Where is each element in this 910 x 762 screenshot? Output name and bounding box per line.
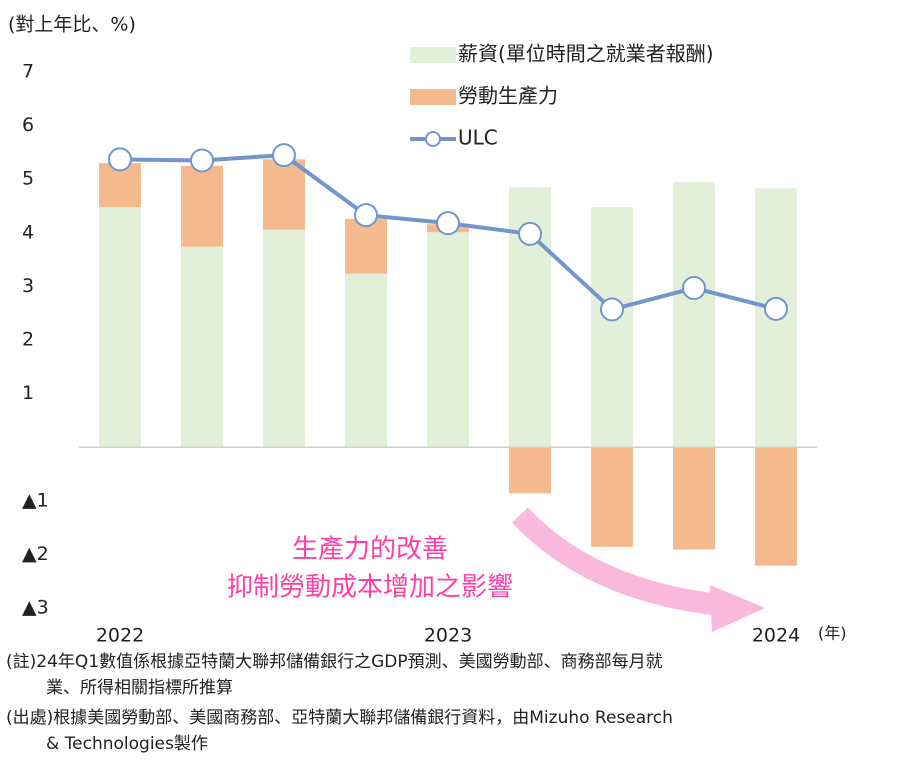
legend-label: ULC <box>458 126 498 150</box>
marker <box>600 297 624 322</box>
marker <box>354 203 378 228</box>
legend-swatch <box>410 89 456 105</box>
y-tick-label: 6 <box>22 114 34 136</box>
y-tick-label: ▲1 <box>22 489 49 511</box>
bar <box>181 165 223 247</box>
bar <box>99 207 141 448</box>
x-tick-label: 2023 <box>424 625 472 647</box>
y-tick-label: 7 <box>22 61 34 83</box>
bar <box>427 232 469 448</box>
x-tick-label: 2024 <box>752 625 800 647</box>
annotation-arrow <box>511 507 722 616</box>
annotation: 生產力的改善 <box>292 535 448 565</box>
y-tick-label: 1 <box>22 382 34 404</box>
legend-label: 薪資(單位時間之就業者報酬) <box>458 42 714 66</box>
legend-label: 勞動生產力 <box>458 84 558 108</box>
bar <box>755 447 797 566</box>
marker <box>108 147 132 172</box>
note: & Technologies製作 <box>46 734 208 754</box>
marker <box>436 211 460 236</box>
bar <box>181 246 223 448</box>
note: (註)24年Q1數值係根據亞特蘭大聯邦儲備銀行之GDP預測、美國勞動部、商務部每… <box>6 652 663 672</box>
y-tick-label: 2 <box>22 329 34 351</box>
marker <box>764 296 788 321</box>
annotation: 抑制勞動成本增加之影響 <box>227 573 513 603</box>
bar <box>673 447 715 550</box>
marker <box>682 276 706 301</box>
bar <box>263 229 305 448</box>
bar <box>263 159 305 230</box>
bar <box>509 447 551 494</box>
y-axis-label: (對上年比、%) <box>8 14 136 36</box>
x-axis-label: (年) <box>818 624 847 643</box>
y-tick-label: 4 <box>22 221 34 243</box>
bar <box>591 447 633 547</box>
note: (出處)根據美國勞動部、美國商務部、亞特蘭大聯邦儲備銀行資料，由Mizuho R… <box>6 708 673 728</box>
bar <box>673 181 715 448</box>
y-tick-label: ▲3 <box>22 597 49 619</box>
y-tick-label: 3 <box>22 275 34 297</box>
y-tick-label: 5 <box>22 168 34 190</box>
marker <box>518 221 542 246</box>
legend-swatch <box>425 131 441 147</box>
x-tick-label: 2022 <box>96 625 144 647</box>
annotation-arrowhead <box>710 585 765 632</box>
marker <box>190 148 214 173</box>
y-tick-label: ▲2 <box>22 543 49 565</box>
bar <box>345 273 387 448</box>
marker <box>272 143 296 168</box>
legend-swatch <box>410 47 456 63</box>
note: 業、所得相關指標所推算 <box>46 678 233 698</box>
bar <box>345 218 387 274</box>
bar <box>591 207 633 448</box>
